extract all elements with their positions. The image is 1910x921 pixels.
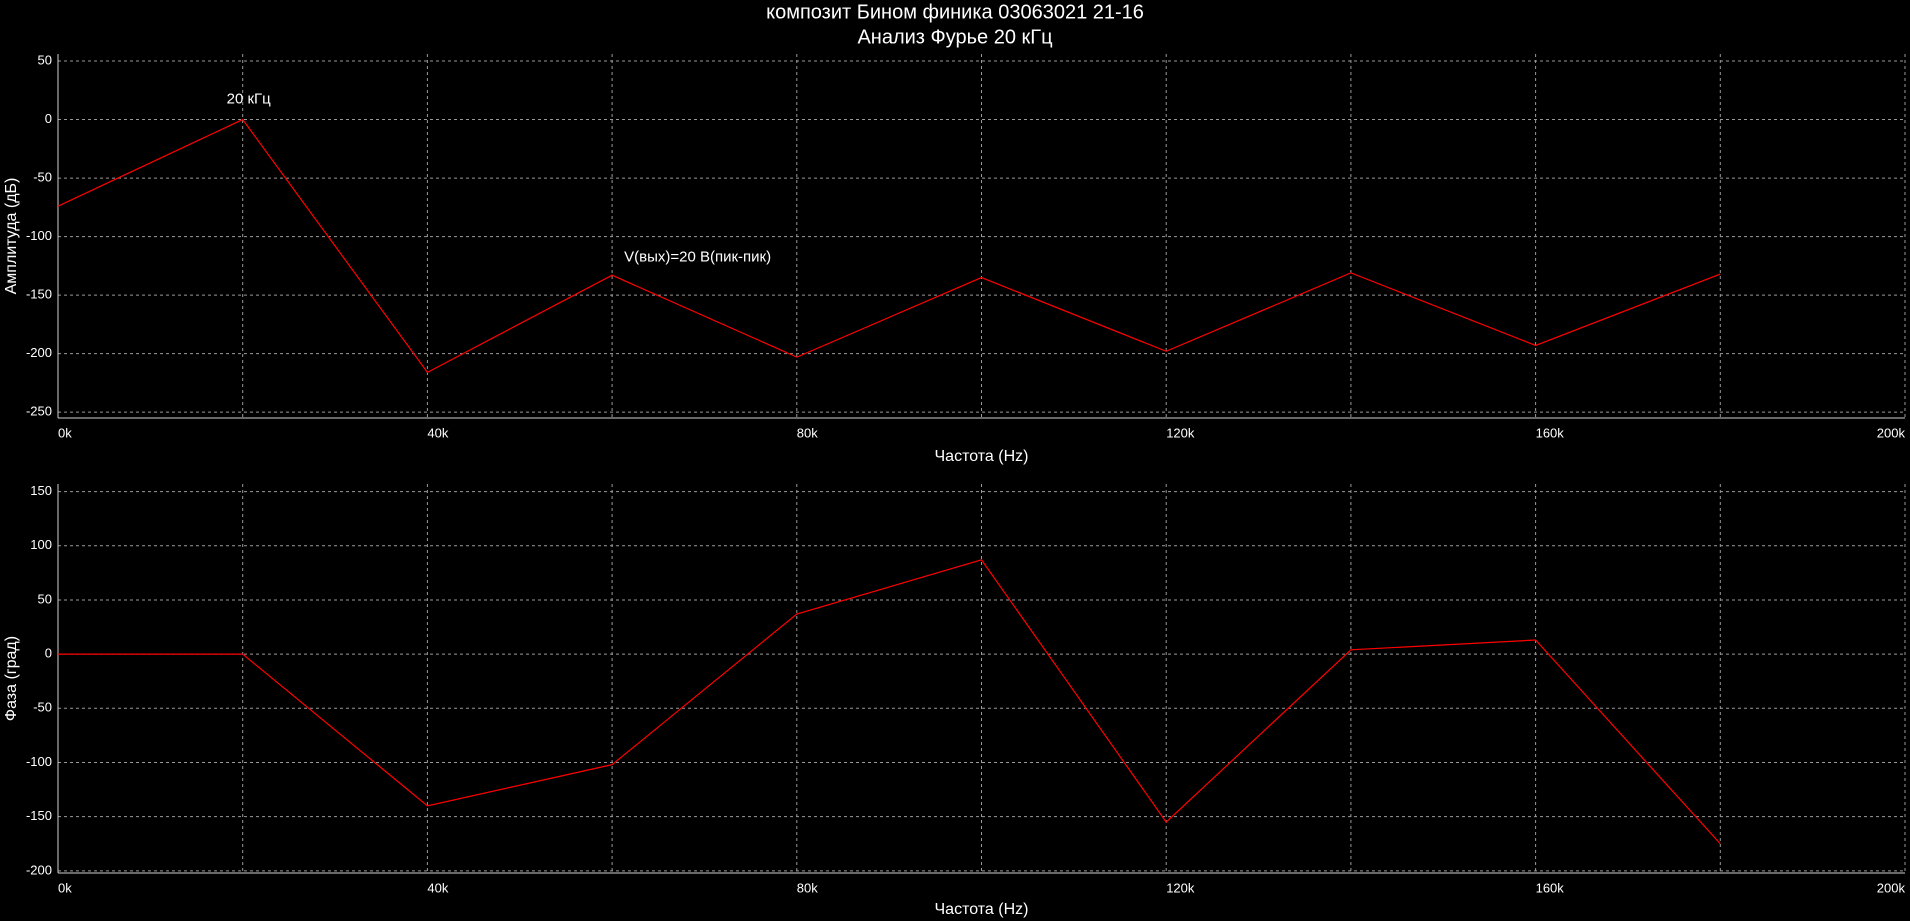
y-tick-label: -250	[26, 404, 52, 419]
y-tick-label: -150	[26, 287, 52, 302]
data-line	[57, 118, 1721, 374]
annotation: V(вых)=20 В(пик-пик)	[624, 249, 771, 266]
x-tick-label: 0k	[58, 880, 72, 895]
x-tick-label: 80k	[797, 880, 818, 895]
x-tick-label: 200k	[1877, 425, 1906, 440]
y-tick-label: -50	[33, 170, 52, 185]
y-axis-label: Амплитуда (дБ)	[3, 178, 20, 295]
annotation: 20 кГц	[227, 91, 272, 108]
y-tick-label: 150	[30, 483, 52, 498]
x-tick-label: 160k	[1536, 425, 1565, 440]
x-tick-label: 120k	[1166, 880, 1195, 895]
y-tick-label: -200	[26, 345, 52, 360]
y-tick-label: 0	[45, 646, 52, 661]
x-axis-label: Частота (Hz)	[935, 901, 1029, 918]
y-tick-label: -200	[26, 862, 52, 877]
x-axis-label: Частота (Hz)	[935, 448, 1029, 465]
y-tick-label: -150	[26, 808, 52, 823]
x-tick-label: 200k	[1877, 880, 1906, 895]
chart-title: композит Бином финика 03063021 21-16	[766, 1, 1144, 23]
y-tick-label: 0	[45, 111, 52, 126]
y-tick-label: 50	[38, 591, 52, 606]
x-tick-label: 40k	[427, 880, 448, 895]
y-tick-label: -100	[26, 228, 52, 243]
y-tick-label: 50	[38, 52, 52, 67]
x-tick-label: 120k	[1166, 425, 1195, 440]
y-axis-label: Фаза (град)	[3, 636, 20, 721]
x-tick-label: 160k	[1536, 880, 1565, 895]
y-tick-label: -50	[33, 700, 52, 715]
x-tick-label: 0k	[58, 425, 72, 440]
y-tick-label: 100	[30, 537, 52, 552]
x-tick-label: 80k	[797, 425, 818, 440]
data-line	[58, 559, 1721, 845]
y-tick-label: -100	[26, 754, 52, 769]
x-tick-label: 40k	[427, 425, 448, 440]
chart-subtitle: Анализ Фурье 20 кГц	[857, 26, 1052, 48]
